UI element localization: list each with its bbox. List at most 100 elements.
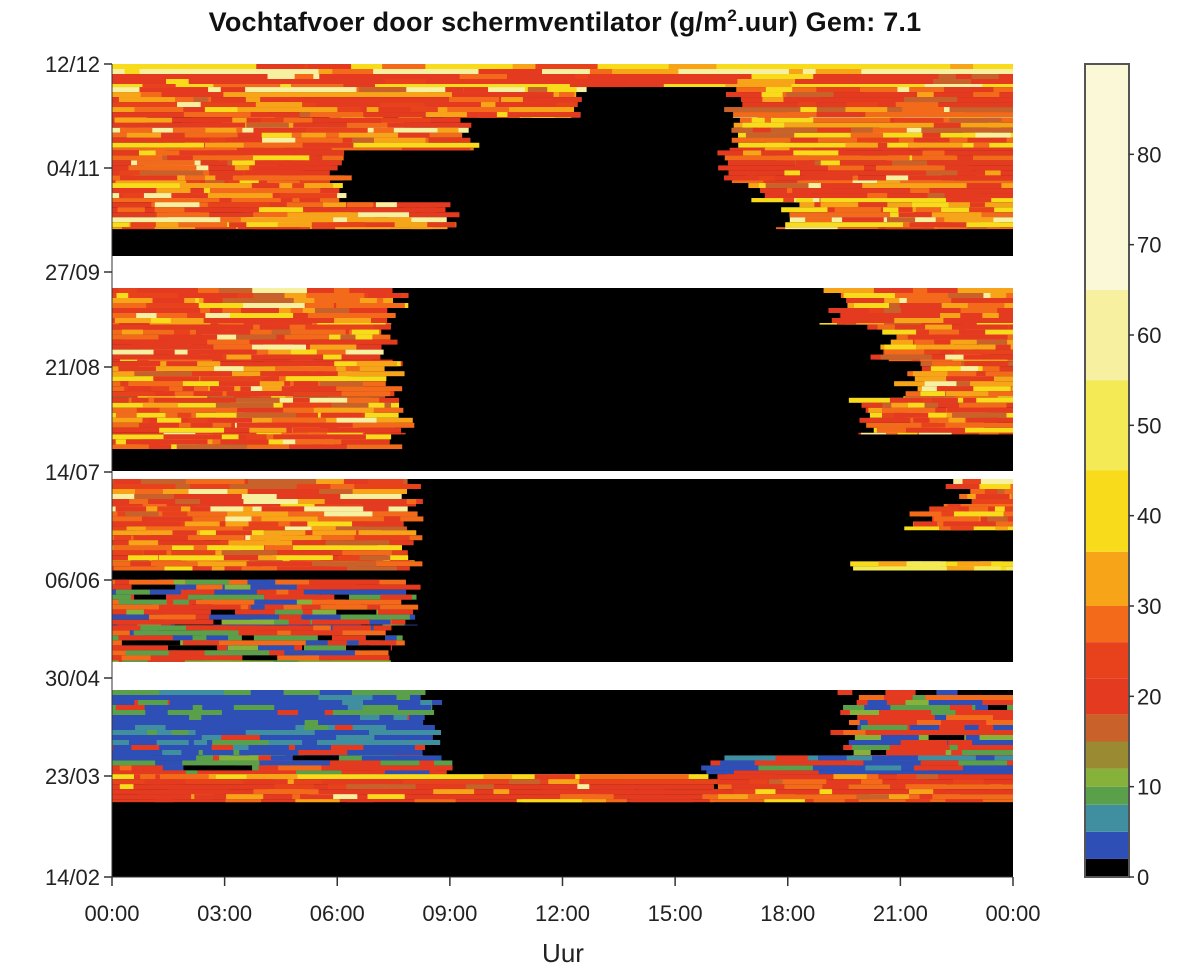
- heatmap-cell: [113, 566, 165, 571]
- heatmap-cell: [891, 710, 940, 715]
- heatmap-cell: [751, 74, 814, 79]
- heatmap-cell: [219, 198, 235, 203]
- heatmap-cell: [891, 165, 945, 171]
- heatmap-cell: [284, 650, 355, 656]
- heatmap-cell: [341, 391, 391, 397]
- heatmap-cell: [769, 193, 796, 199]
- heatmap-cell: [292, 755, 339, 761]
- heatmap-cell: [306, 293, 365, 298]
- heatmap-strip: [706, 770, 1013, 775]
- heatmap-cell: [154, 391, 175, 397]
- heatmap-cell: [725, 84, 792, 88]
- heatmap-cell: [287, 212, 351, 218]
- heatmap-cell: [360, 624, 383, 626]
- heatmap-cell: [121, 329, 144, 335]
- heatmap-cell: [775, 755, 808, 761]
- heatmap-cell: [836, 323, 857, 325]
- heatmap-cell: [122, 339, 158, 345]
- heatmap-cell: [287, 147, 332, 151]
- heatmap-strip: [723, 175, 1013, 181]
- heatmap-cell: [250, 188, 321, 194]
- heatmap-cell: [360, 770, 378, 775]
- heatmap-cell: [215, 402, 274, 408]
- heatmap-cell: [325, 402, 392, 408]
- heatmap-cell: [352, 725, 387, 730]
- heatmap-cell: [253, 293, 285, 298]
- heatmap-cell: [912, 371, 948, 377]
- heatmap-cell: [894, 117, 944, 123]
- heatmap-strip: [112, 660, 391, 662]
- heatmap-strip: [843, 745, 1013, 750]
- heatmap-cell: [967, 227, 988, 230]
- heatmap-cell: [847, 183, 863, 189]
- heatmap-cell: [342, 720, 373, 725]
- heatmap-cell: [887, 142, 918, 148]
- heatmap-cell: [207, 339, 233, 345]
- heatmap-cell: [267, 579, 318, 585]
- heatmap-cell: [148, 614, 196, 620]
- heatmap-cell: [885, 155, 910, 161]
- heatmap-cell: [868, 407, 885, 413]
- heatmap-cell: [357, 427, 392, 433]
- heatmap-cell: [363, 700, 421, 705]
- heatmap-cell: [342, 550, 392, 556]
- heatmap-cell: [589, 69, 621, 74]
- heatmap-cell: [338, 222, 395, 228]
- heatmap-cell: [278, 540, 349, 546]
- heatmap-cell: [134, 594, 167, 600]
- panel-jul-sep: [112, 288, 1013, 471]
- heatmap-cell: [892, 160, 928, 166]
- heatmap-cell: [194, 794, 251, 800]
- heatmap-cell: [950, 64, 974, 69]
- heatmap-cell: [301, 175, 345, 181]
- heatmap-cell: [907, 334, 953, 340]
- heatmap-cell: [820, 160, 840, 166]
- heatmap-cell: [277, 655, 320, 661]
- heatmap-cell: [947, 117, 985, 118]
- heatmap-cell: [785, 227, 838, 230]
- heatmap-cell: [368, 402, 385, 408]
- heatmap-strip: [739, 117, 1013, 123]
- heatmap-cell: [312, 142, 334, 148]
- heatmap-cell: [898, 212, 941, 218]
- heatmap-cell: [290, 630, 303, 636]
- y-tick-label: 14/07: [45, 460, 100, 485]
- heatmap-strip: [840, 313, 1013, 318]
- heatmap-cell: [127, 386, 151, 392]
- heatmap-cell: [140, 92, 175, 98]
- heatmap-cell: [931, 212, 982, 218]
- heatmap-cell: [153, 376, 200, 382]
- heatmap-cell: [363, 730, 386, 735]
- colorbar-segment: [1085, 289, 1129, 381]
- heatmap-cell: [731, 784, 785, 790]
- heatmap-cell: [990, 784, 1002, 790]
- heatmap-cell: [304, 725, 329, 730]
- heatmap-cell: [366, 107, 379, 113]
- heatmap-cell: [175, 97, 212, 103]
- heatmap-cell: [548, 779, 580, 785]
- heatmap-cell: [742, 122, 769, 128]
- heatmap-cell: [317, 609, 377, 615]
- heatmap-cell: [766, 142, 786, 148]
- heatmap-cell: [138, 150, 167, 156]
- heatmap-cell: [158, 604, 215, 610]
- colorbar-segment: [1085, 606, 1129, 643]
- heatmap-cell: [249, 427, 287, 433]
- heatmap-cell: [749, 779, 768, 785]
- heatmap-cell: [274, 705, 327, 710]
- y-tick-label: 21/08: [45, 355, 100, 380]
- heatmap-cell: [404, 207, 417, 213]
- heatmap-cell: [878, 561, 923, 567]
- heatmap-cell: [386, 555, 409, 561]
- heatmap-cell: [204, 142, 262, 148]
- heatmap-cell: [513, 107, 570, 113]
- heatmap-cell: [372, 710, 397, 715]
- y-tick-label: 27/09: [45, 260, 100, 285]
- heatmap-cell: [278, 324, 327, 330]
- heatmap-cell: [259, 170, 302, 176]
- heatmap-cell: [251, 183, 277, 189]
- heatmap-cell: [168, 789, 230, 795]
- heatmap-cell: [204, 107, 238, 113]
- heatmap-cell: [144, 779, 169, 785]
- chart-title: Vochtafvoer door schermventilator (g/m2.…: [208, 6, 922, 37]
